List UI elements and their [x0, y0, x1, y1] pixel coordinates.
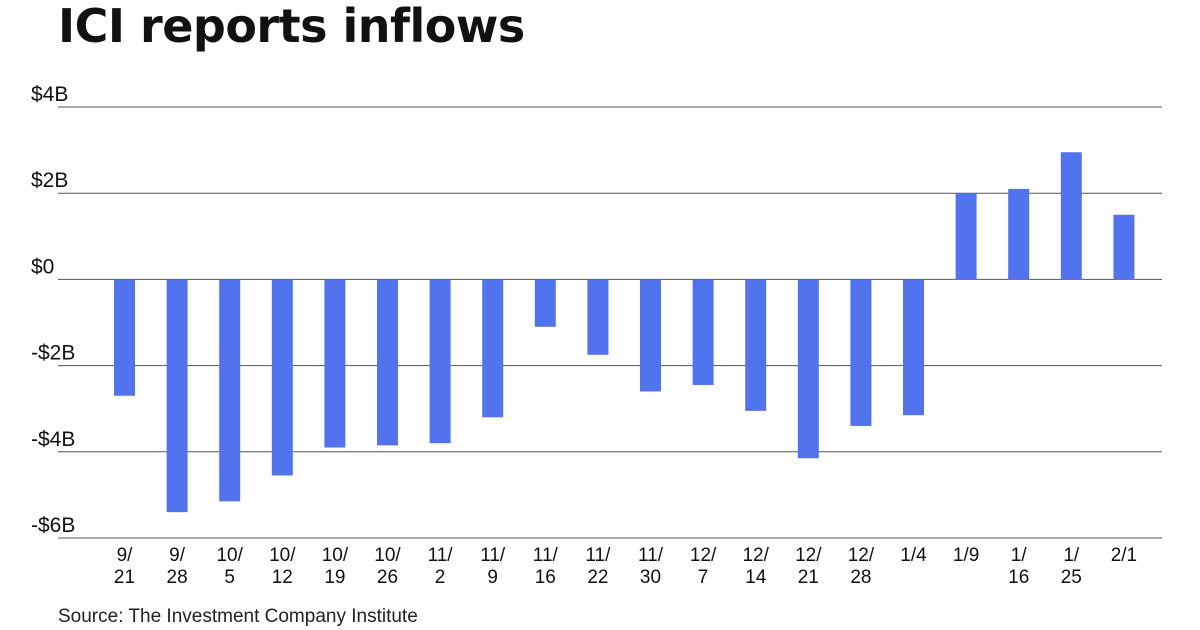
x-tick-label: 1/4 [900, 545, 927, 566]
bar [850, 279, 872, 426]
bar [377, 279, 398, 446]
x-tick-label: 1/16 [1008, 545, 1029, 588]
x-tick-label: 9/21 [114, 545, 135, 588]
x-tick-label: 10/19 [322, 545, 349, 588]
x-tick-label: 10/26 [374, 545, 401, 588]
bar [271, 279, 293, 476]
bar [587, 279, 609, 355]
bar [482, 279, 504, 418]
bar [1060, 152, 1082, 280]
x-tick-label: 2/1 [1111, 545, 1137, 566]
x-tick-label: 1/9 [953, 545, 979, 566]
y-tick-label: -$6B [31, 514, 75, 537]
source-note: Source: The Investment Company Institute [58, 606, 418, 627]
chart-title: ICI reports inflows [58, 0, 525, 53]
bar [219, 279, 241, 502]
x-tick-label: 11/16 [533, 545, 559, 588]
bar [745, 279, 767, 411]
y-tick-label: -$4B [31, 428, 75, 451]
bar [797, 279, 819, 459]
x-tick-label: 11/30 [638, 545, 664, 588]
bar [692, 279, 714, 385]
bar [1008, 188, 1030, 280]
y-tick-label: $2B [31, 169, 68, 192]
bar [534, 279, 556, 327]
x-axis-tick-labels: 9/21 9/28 10/5 10/12 10/19 10/26 11/2 11/9 11/16… [114, 545, 1137, 588]
x-tick-label: 1/25 [1061, 545, 1082, 588]
bar [166, 279, 188, 513]
x-tick-label: 11/9 [480, 545, 506, 588]
bar [903, 279, 924, 416]
bar [114, 279, 135, 396]
bar [429, 279, 451, 444]
x-tick-label: 12/7 [690, 545, 717, 588]
x-tick-label: 10/12 [269, 545, 296, 588]
y-tick-label: $4B [31, 83, 68, 106]
x-tick-label: 9/28 [167, 545, 188, 588]
x-tick-label: 11/2 [428, 545, 454, 588]
y-tick-label: $0 [31, 255, 54, 278]
gridlines [58, 106, 1162, 539]
bars [114, 152, 1135, 513]
y-axis-tick-labels: $4B $2B $0 -$2B -$4B -$6B [31, 83, 75, 537]
x-tick-label: 12/28 [848, 545, 875, 588]
bar [324, 279, 346, 448]
bar [640, 279, 661, 392]
bar [955, 193, 977, 280]
x-tick-label: 11/22 [585, 545, 611, 588]
x-tick-label: 12/14 [742, 545, 769, 588]
x-tick-label: 12/21 [795, 545, 822, 588]
y-tick-label: -$2B [31, 342, 75, 365]
bar [1113, 214, 1135, 280]
x-tick-label: 10/5 [216, 545, 243, 588]
